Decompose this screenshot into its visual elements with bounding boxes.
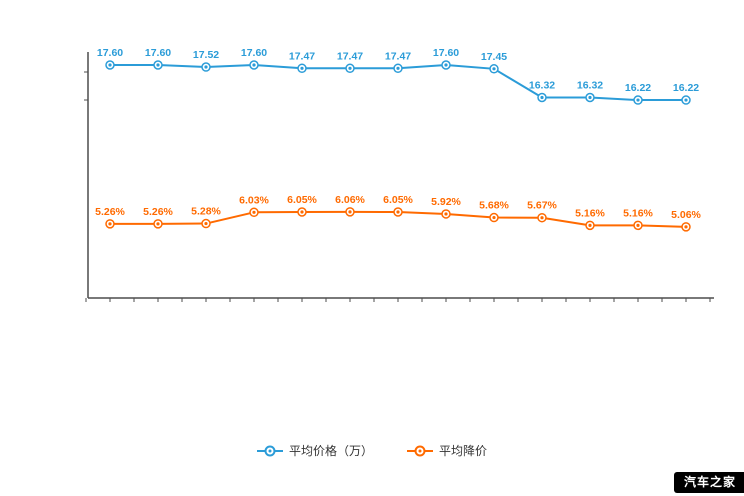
data-point-dot (396, 210, 400, 214)
data-point-label: 5.68% (479, 200, 509, 212)
legend-marker-price-icon (256, 445, 283, 456)
data-point-label: 17.60 (241, 47, 267, 59)
chart-legend: 平均价格（万） 平均降价 (0, 442, 744, 459)
data-point-label: 6.06% (335, 194, 365, 206)
data-point-dot (684, 225, 688, 229)
legend-marker-discount-icon (407, 445, 433, 456)
legend-item-average-price[interactable]: 平均价格（万） (256, 442, 373, 459)
data-point-dot (636, 223, 640, 227)
data-point-label: 5.16% (623, 207, 653, 219)
data-point-dot (396, 66, 400, 70)
data-point-dot (492, 67, 496, 71)
data-point-label: 6.05% (287, 194, 317, 206)
data-point-label: 6.03% (239, 194, 269, 206)
data-point-dot (684, 98, 688, 102)
data-point-label: 16.32 (529, 80, 555, 92)
data-point-label: 17.47 (385, 50, 411, 62)
legend-label-average-price: 平均价格（万） (288, 444, 373, 458)
legend-dot-icon (268, 449, 272, 452)
data-point-label: 17.60 (97, 47, 123, 59)
data-point-dot (588, 223, 592, 227)
data-point-dot (348, 210, 352, 214)
data-point-label: 17.60 (145, 47, 171, 59)
data-point-dot (108, 63, 112, 67)
trend-chart: 17.60 17.60 17.52 17.60 17.47 17.47 17.47 17.60… (84, 47, 714, 302)
data-point-dot (492, 215, 496, 220)
data-point-dot (348, 66, 352, 70)
data-point-dot (444, 212, 448, 216)
data-point-label: 5.92% (431, 196, 461, 208)
data-point-dot (204, 65, 208, 69)
data-point-label: 5.26% (143, 206, 173, 218)
data-point-dot (300, 210, 304, 214)
data-point-dot (252, 210, 256, 214)
data-point-dot (540, 216, 544, 220)
data-point-dot (300, 66, 304, 70)
data-point-label: 16.22 (625, 82, 651, 94)
data-point-label: 17.60 (433, 47, 459, 59)
data-point-dot (156, 222, 160, 226)
data-point-dot (540, 95, 544, 100)
data-point-label: 16.32 (577, 80, 603, 92)
data-point-dot (444, 63, 448, 67)
data-point-label: 17.47 (337, 50, 363, 62)
data-point-label: 17.52 (193, 49, 219, 61)
data-point-label: 5.26% (95, 206, 125, 218)
data-point-label: 5.28% (191, 206, 221, 218)
legend-dot-icon (418, 449, 422, 452)
trend-chart-canvas: 17.60 17.60 17.52 17.60 17.47 17.47 17.47 17.60… (84, 47, 714, 302)
data-point-label: 17.45 (481, 51, 507, 63)
data-point-dot (588, 95, 592, 100)
autohome-watermark: 汽车之家 (673, 472, 744, 493)
data-point-label: 17.47 (289, 50, 315, 62)
data-point-dot (204, 221, 208, 226)
data-point-dot (108, 222, 112, 226)
legend-label-average-discount: 平均降价 (439, 444, 488, 458)
data-point-dot (156, 63, 160, 67)
data-point-label: 6.05% (383, 194, 413, 206)
legend-item-average-discount[interactable]: 平均降价 (407, 442, 487, 459)
data-point-dot (252, 63, 256, 67)
data-point-label: 5.67% (527, 200, 557, 212)
data-point-label: 16.22 (673, 82, 699, 94)
data-point-label: 5.06% (671, 209, 701, 221)
data-point-label: 5.16% (575, 207, 605, 219)
data-point-dot (636, 98, 640, 102)
